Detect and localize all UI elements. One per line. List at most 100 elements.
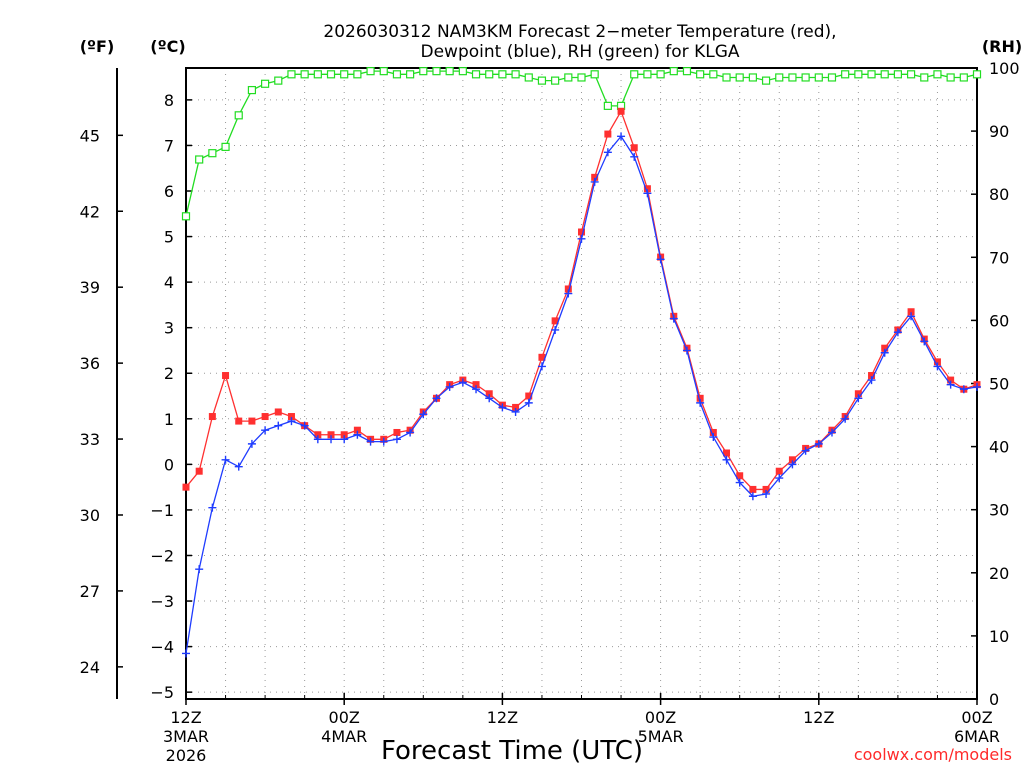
rh-point	[511, 70, 520, 79]
temperature-point	[604, 130, 612, 138]
rh-point	[432, 67, 441, 76]
rh-point	[537, 76, 547, 85]
time-tick-year-label: 2026	[166, 746, 207, 765]
temperature-point	[736, 472, 744, 480]
celsius-tick-label: 3	[164, 319, 174, 338]
celsius-tick-label: −2	[150, 546, 174, 565]
temperature-point	[274, 408, 282, 416]
rh-point	[722, 73, 731, 82]
dewpoint-point	[827, 428, 836, 437]
dewpoint-point	[973, 382, 981, 391]
celsius-tick-label: 1	[164, 410, 174, 429]
temperature-point	[630, 144, 638, 152]
temperature-point	[564, 285, 572, 293]
rh-point	[972, 70, 982, 79]
temperature-point	[551, 317, 559, 325]
temperature-point	[907, 308, 915, 316]
rh-point	[920, 73, 929, 82]
dewpoint-point	[551, 325, 560, 334]
time-tick-date-label: 5MAR	[638, 727, 684, 746]
series-layer	[181, 67, 982, 658]
dewpoint-point	[274, 421, 283, 430]
rh-point	[656, 70, 665, 79]
dewpoint-point	[682, 346, 691, 355]
x-axis-title: Forecast Time (UTC)	[381, 736, 643, 766]
dewpoint-point	[182, 649, 190, 658]
rh-point	[775, 73, 784, 82]
dewpoint-point	[762, 489, 771, 498]
rh-point	[366, 67, 375, 76]
dewpoint-point	[643, 189, 652, 198]
time-tick-label: 00Z	[329, 708, 360, 727]
rh-point	[630, 70, 639, 79]
rh-point	[761, 76, 771, 85]
rh-point	[643, 70, 652, 79]
dewpoint-point	[722, 455, 731, 464]
dewpoint-point	[867, 376, 876, 385]
time-tick-label: 12Z	[487, 708, 518, 727]
chart-title-line-2: Dewpoint (blue), RH (green) for KLGA	[421, 42, 740, 62]
celsius-tick-label: 8	[164, 91, 174, 110]
rh-point	[933, 70, 942, 79]
rh-tick-label: 40	[989, 438, 1009, 457]
dewpoint-point	[801, 446, 810, 455]
dewpoint-point	[511, 407, 520, 416]
rh-point	[287, 70, 296, 79]
dewpoint-point	[247, 439, 256, 448]
rh-point	[261, 79, 270, 88]
temperature-point	[643, 185, 651, 193]
credit-text: coolwx.com/models	[854, 745, 1012, 764]
rh-point	[300, 70, 309, 79]
temperature-series	[182, 107, 981, 493]
plot-border	[185, 67, 978, 700]
rh-point	[406, 70, 415, 79]
temperature-point	[775, 467, 783, 475]
dewpoint-point	[854, 394, 863, 403]
rh-tick-label: 90	[989, 122, 1009, 141]
rh-tick-label: 0	[989, 690, 999, 709]
dewpoint-point	[445, 382, 454, 391]
temperature-point	[472, 381, 480, 389]
temperature-point	[788, 456, 796, 464]
rh-point	[906, 70, 916, 79]
dewpoint-point	[537, 362, 546, 371]
temperature-point	[485, 390, 493, 398]
temperature-point	[327, 431, 335, 439]
temperature-point	[709, 428, 717, 436]
temperature-point	[881, 344, 889, 352]
dewpoint-point	[946, 380, 955, 389]
dewpoint-point	[327, 435, 336, 444]
temperature-point	[353, 426, 361, 434]
rh-point	[353, 70, 362, 79]
rh-point	[801, 73, 810, 82]
rh-point	[814, 73, 823, 82]
dewpoint-point	[221, 455, 230, 464]
celsius-tick-label: 0	[164, 455, 174, 474]
dewpoint-point	[379, 437, 388, 446]
dewpoint-point	[524, 398, 533, 407]
dewpoint-point	[300, 421, 309, 430]
celsius-unit-label: (ºC)	[150, 37, 185, 56]
dewpoint-point	[814, 439, 823, 448]
time-tick-label: 00Z	[961, 708, 992, 727]
rh-point	[181, 212, 191, 221]
temperature-point	[182, 483, 190, 491]
dewpoint-point	[630, 152, 639, 161]
temperature-point	[578, 228, 585, 236]
temperature-point	[393, 428, 401, 436]
temperature-point	[854, 390, 862, 398]
dewpoint-point	[392, 435, 401, 444]
temperature-point	[287, 413, 295, 421]
fahrenheit-tick-label: 27	[80, 582, 100, 601]
dewpoint-point	[406, 428, 415, 437]
dewpoint-point	[841, 414, 850, 423]
dewpoint-point	[959, 385, 968, 394]
fahrenheit-tick-label: 39	[80, 278, 100, 297]
celsius-tick-label: 6	[164, 182, 174, 201]
dewpoint-point	[366, 437, 375, 446]
celsius-tick-label: 7	[164, 136, 174, 155]
temperature-point	[933, 358, 941, 366]
rh-point	[669, 67, 678, 76]
fahrenheit-axis: 45 42 39 36 33 30 27 24	[80, 126, 123, 677]
